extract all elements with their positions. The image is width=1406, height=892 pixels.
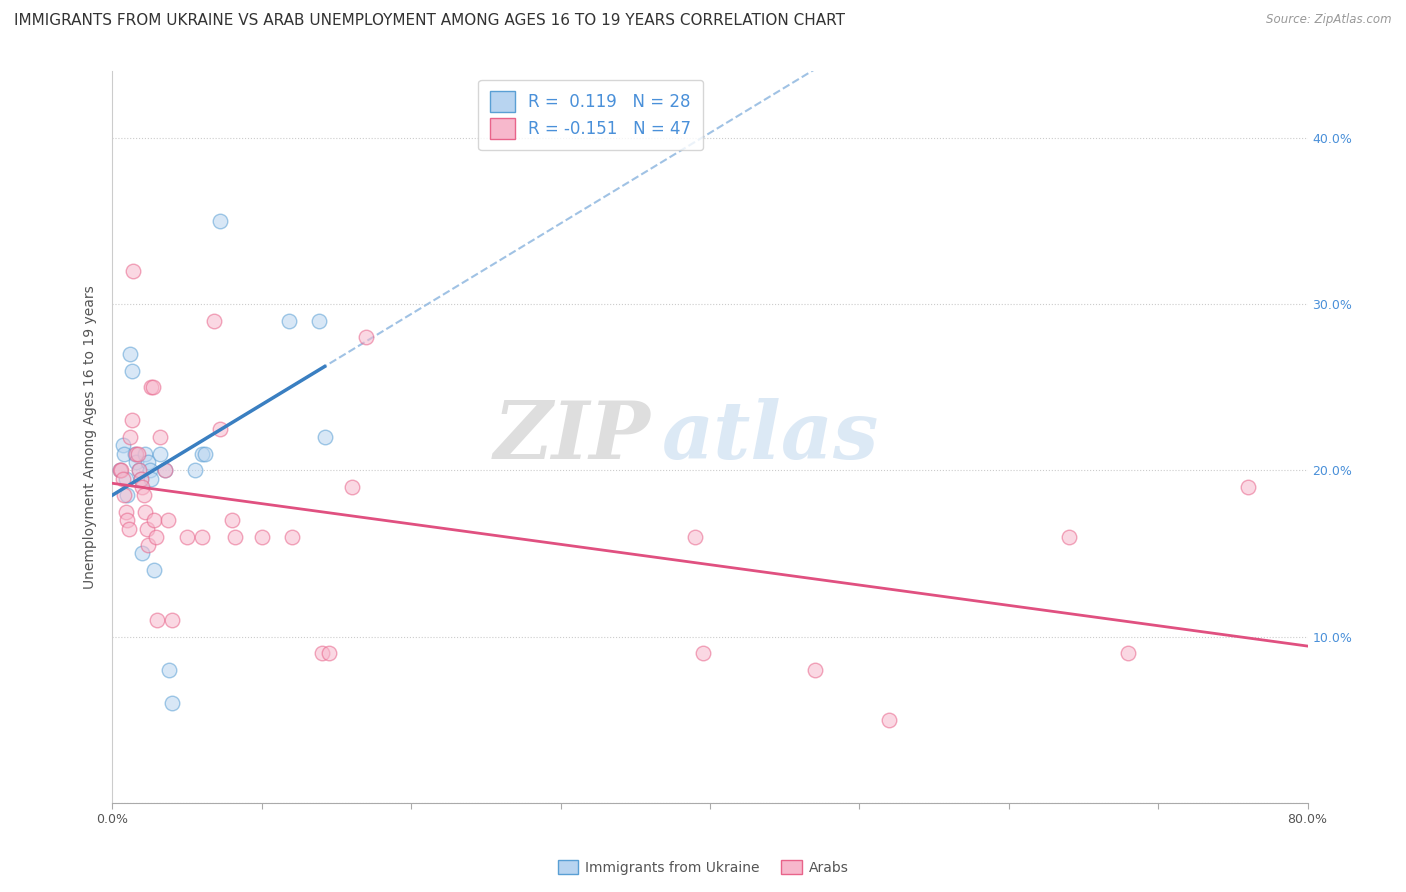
Point <box>191 530 214 544</box>
Point <box>128 463 150 477</box>
Point <box>149 430 172 444</box>
Point <box>117 488 139 502</box>
Point <box>1237 480 1260 494</box>
Text: atlas: atlas <box>662 399 880 475</box>
Point <box>120 430 142 444</box>
Point <box>191 447 214 461</box>
Point <box>692 646 714 660</box>
Point <box>138 455 160 469</box>
Point <box>120 347 142 361</box>
Point <box>157 663 180 677</box>
Point <box>134 505 156 519</box>
Point <box>208 214 231 228</box>
Point <box>803 663 825 677</box>
Legend: R =  0.119   N = 28, R = -0.151   N = 47: R = 0.119 N = 28, R = -0.151 N = 47 <box>478 79 703 151</box>
Y-axis label: Unemployment Among Ages 16 to 19 years: Unemployment Among Ages 16 to 19 years <box>83 285 97 589</box>
Point <box>108 463 131 477</box>
Point <box>108 463 131 477</box>
Point <box>129 472 152 486</box>
Point <box>114 447 135 461</box>
Point <box>145 530 167 544</box>
Point <box>129 472 152 486</box>
Point <box>128 463 150 477</box>
Point <box>156 513 179 527</box>
Point <box>1118 646 1140 660</box>
Point <box>121 363 143 377</box>
Point <box>176 530 198 544</box>
Point <box>117 513 139 527</box>
Point <box>683 530 706 544</box>
Point <box>277 314 299 328</box>
Text: IMMIGRANTS FROM UKRAINE VS ARAB UNEMPLOYMENT AMONG AGES 16 TO 19 YEARS CORRELATI: IMMIGRANTS FROM UKRAINE VS ARAB UNEMPLOY… <box>14 13 845 29</box>
Point <box>111 472 134 486</box>
Point <box>143 513 166 527</box>
Point <box>281 530 304 544</box>
Point <box>308 314 330 328</box>
Point <box>139 463 162 477</box>
Point <box>149 447 172 461</box>
Point <box>314 430 336 444</box>
Point <box>110 463 132 477</box>
Point <box>115 472 138 486</box>
Point <box>202 314 225 328</box>
Point <box>141 380 163 394</box>
Point <box>125 455 148 469</box>
Point <box>135 521 157 535</box>
Point <box>125 447 148 461</box>
Point <box>162 696 183 710</box>
Text: ZIP: ZIP <box>494 399 650 475</box>
Point <box>111 438 134 452</box>
Point <box>124 447 146 461</box>
Point <box>340 480 363 494</box>
Point <box>153 463 176 477</box>
Point <box>153 463 176 477</box>
Point <box>114 488 135 502</box>
Point <box>250 530 273 544</box>
Point <box>221 513 243 527</box>
Point <box>141 472 163 486</box>
Point <box>183 463 205 477</box>
Point <box>122 264 145 278</box>
Point <box>877 713 901 727</box>
Legend: Immigrants from Ukraine, Arabs: Immigrants from Ukraine, Arabs <box>553 855 853 880</box>
Point <box>318 646 340 660</box>
Point <box>146 613 169 627</box>
Point <box>143 563 166 577</box>
Point <box>162 613 183 627</box>
Point <box>115 505 138 519</box>
Point <box>121 413 143 427</box>
Point <box>194 447 217 461</box>
Point <box>118 521 141 535</box>
Point <box>132 488 155 502</box>
Point <box>224 530 246 544</box>
Point <box>356 330 378 344</box>
Point <box>138 538 160 552</box>
Text: Source: ZipAtlas.com: Source: ZipAtlas.com <box>1267 13 1392 27</box>
Point <box>311 646 333 660</box>
Point <box>131 546 153 560</box>
Point <box>208 422 231 436</box>
Point <box>1057 530 1080 544</box>
Point <box>134 447 156 461</box>
Point <box>142 380 165 394</box>
Point <box>127 447 149 461</box>
Point <box>131 480 153 494</box>
